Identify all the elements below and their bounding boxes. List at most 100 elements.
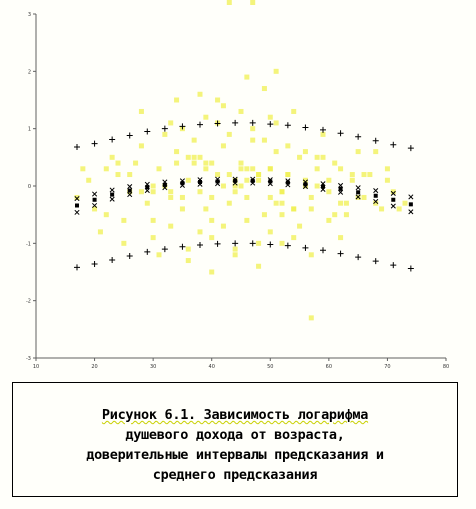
upper-mean-marker [109, 187, 115, 193]
scatter-point [402, 200, 408, 206]
scatter-point [244, 217, 250, 223]
scatter-point [338, 166, 344, 172]
lower-mean-marker [338, 189, 344, 195]
lower-mean-marker [109, 196, 115, 202]
figure-caption-box: Рисунок 6.1. Зависимость логарифма душев… [12, 382, 458, 497]
y-tick-label: -3 [26, 356, 31, 362]
scatter-point [297, 154, 303, 160]
lower-prediction-marker [179, 243, 186, 250]
y-tick-label: 0 [28, 184, 31, 190]
scatter-point [373, 200, 379, 206]
scatter-point [103, 166, 109, 172]
caption-line-4: среднего предсказания [152, 467, 318, 483]
scatter-point [138, 108, 144, 114]
scatter-point [185, 246, 191, 252]
x-tick-label: 20 [91, 364, 97, 370]
scatter-point [273, 149, 279, 155]
scatter-point [220, 183, 226, 189]
scatter-point [209, 269, 215, 275]
scatter-point [209, 217, 215, 223]
lower-prediction-marker [74, 264, 80, 271]
scatter-point [320, 154, 326, 160]
scatter-point [174, 160, 180, 166]
upper-prediction-marker [74, 144, 80, 151]
fit-marker [338, 186, 343, 191]
scatter-point [232, 252, 238, 258]
scatter-point [226, 0, 232, 5]
upper-prediction-marker [179, 123, 186, 130]
scatter-point [314, 183, 320, 189]
lower-prediction-marker [214, 240, 221, 247]
upper-prediction-marker [390, 141, 397, 148]
scatter-point [209, 160, 215, 166]
scatter-point [232, 246, 238, 252]
scatter-point [150, 235, 156, 241]
scatter-point [162, 131, 168, 137]
upper-prediction-marker [126, 132, 133, 139]
fit-marker [145, 185, 150, 190]
upper-prediction-marker [91, 140, 98, 147]
scatter-point [256, 263, 262, 269]
scatter-point [349, 172, 355, 178]
scatter-point [220, 143, 226, 149]
fit-marker [356, 190, 361, 195]
scatter-point [238, 166, 244, 172]
scatter-point [244, 166, 250, 172]
lower-prediction-marker [407, 265, 414, 272]
lower-mean-marker [390, 203, 396, 209]
scatter-point [267, 114, 273, 120]
scatter-point [215, 97, 221, 103]
scatter-point [256, 172, 262, 178]
lower-mean-marker [267, 181, 273, 187]
scatter-point [314, 166, 320, 172]
scatter-point [343, 200, 349, 206]
fit-marker [198, 179, 202, 184]
scatter-point [367, 172, 373, 178]
fit-marker [250, 178, 255, 183]
lower-mean-marker [127, 192, 133, 198]
upper-mean-marker [408, 194, 414, 200]
x-tick-label: 50 [267, 364, 273, 370]
scatter-point [261, 86, 267, 92]
caption-line-3: доверительные интервалы предсказания и [86, 447, 384, 463]
scatter-point [150, 183, 156, 189]
scatter-point [115, 160, 121, 166]
x-tick-label: 60 [326, 364, 332, 370]
lower-prediction-marker [232, 240, 239, 247]
scatter-point [191, 154, 197, 160]
scatter-point [302, 149, 308, 155]
upper-prediction-marker [267, 121, 274, 128]
lower-prediction-marker [355, 254, 362, 261]
fit-marker [92, 197, 97, 202]
scatter-point [121, 217, 127, 223]
y-tick-label: 3 [28, 12, 31, 18]
lower-prediction-marker [390, 262, 397, 269]
scatter-point [220, 103, 226, 109]
fit-marker [303, 182, 308, 187]
scatter-point [285, 143, 291, 149]
upper-prediction-marker [249, 119, 256, 126]
scatter-point [285, 172, 291, 178]
scatter-point [226, 131, 232, 137]
upper-prediction-marker [407, 145, 414, 152]
fit-marker [391, 197, 396, 202]
scatter-point [226, 172, 232, 178]
scatter-point [226, 200, 232, 206]
upper-mean-marker [127, 184, 133, 190]
scatter-point [115, 172, 121, 178]
upper-mean-marker [92, 191, 98, 197]
scatter-point [343, 212, 349, 218]
scatter-point [326, 189, 332, 195]
lower-mean-marker [302, 184, 308, 190]
scatter-point [326, 217, 332, 223]
lower-prediction-marker [126, 252, 133, 259]
upper-mean-marker [355, 185, 361, 191]
scatter-point [232, 183, 238, 189]
lower-mean-marker [144, 188, 150, 194]
scatter-point [197, 229, 203, 235]
scatter-point [244, 194, 250, 200]
scatter-point [396, 206, 402, 212]
scatter-point [384, 177, 390, 183]
fit-marker [215, 179, 220, 184]
scatter-point [80, 166, 86, 172]
